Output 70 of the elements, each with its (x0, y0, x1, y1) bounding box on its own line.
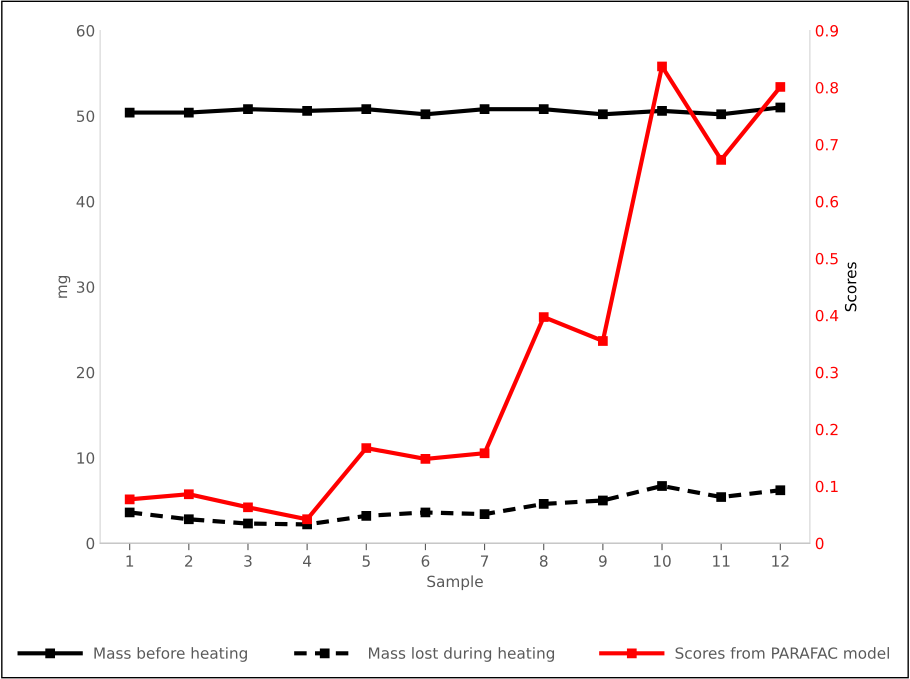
point (775, 82, 786, 92)
x-tick-label: 8 (540, 555, 548, 567)
point (480, 509, 490, 520)
legend-label: Mass lost during heating (368, 647, 554, 662)
point (302, 514, 312, 524)
x-tick-label: 12 (772, 555, 789, 567)
y2-tick-label: 0.7 (816, 138, 838, 150)
x-axis-title: Sample (427, 575, 483, 590)
y2-tick-label: 0.5 (816, 252, 838, 264)
x-tick-label: 10 (654, 555, 671, 567)
x-tick-label: 5 (362, 555, 370, 567)
x-tick-label: 11 (713, 555, 730, 567)
point (243, 104, 253, 114)
x-tick-label: 2 (185, 555, 192, 567)
x-tick-label: 7 (480, 555, 488, 567)
x-tick-label: 3 (244, 555, 252, 567)
y2-tick-label: 0.1 (816, 480, 838, 492)
point (716, 492, 726, 502)
legend-label: Mass before heating (94, 647, 247, 662)
y-tick-label: 60 (76, 25, 94, 37)
point (657, 62, 667, 72)
point (124, 508, 135, 518)
legend-label: Scores from PARAFAC model (676, 647, 889, 659)
point (598, 109, 608, 120)
x-tick-label: 9 (598, 555, 607, 567)
point (361, 104, 372, 114)
y-tick-label: 40 (76, 196, 94, 208)
point (775, 102, 786, 112)
point (598, 496, 608, 506)
point (480, 104, 490, 114)
point (538, 104, 549, 114)
point (361, 510, 372, 521)
point (420, 454, 430, 464)
y-tick-label: 50 (76, 110, 94, 122)
point (420, 508, 430, 518)
point (480, 448, 490, 458)
y-tick-label: 20 (76, 366, 94, 378)
point (184, 514, 194, 524)
x-tick-label: 6 (422, 555, 430, 567)
x-tick-label: 1 (126, 555, 134, 567)
y2-axis-title: Scores (844, 262, 856, 312)
point (124, 108, 135, 118)
y-tick-label: 10 (77, 452, 94, 464)
y2-tick-label: 0 (816, 538, 824, 550)
point (420, 109, 430, 120)
y2-tick-label: 0.3 (816, 366, 838, 378)
point (184, 108, 194, 118)
y-tick-label: 0 (86, 538, 94, 550)
point (657, 481, 667, 491)
point (716, 109, 726, 120)
point (302, 106, 312, 116)
point (538, 499, 549, 509)
y-axis-title: mg (58, 276, 70, 298)
point (716, 154, 726, 165)
point (775, 485, 786, 496)
y2-tick-label: 0.9 (816, 25, 838, 37)
x-tick-label: 4 (303, 555, 312, 567)
point (124, 494, 135, 504)
y-tick-label: 30 (76, 281, 94, 293)
y2-tick-label: 0.4 (816, 310, 838, 322)
point (184, 489, 194, 500)
point (361, 443, 372, 453)
point (243, 518, 253, 528)
point (243, 502, 253, 512)
y2-tick-label: 0.2 (816, 424, 838, 436)
point (598, 336, 608, 346)
y2-tick-label: 0.8 (816, 82, 838, 94)
point (538, 312, 549, 322)
point (657, 106, 667, 116)
y2-tick-label: 0.6 (816, 196, 838, 208)
